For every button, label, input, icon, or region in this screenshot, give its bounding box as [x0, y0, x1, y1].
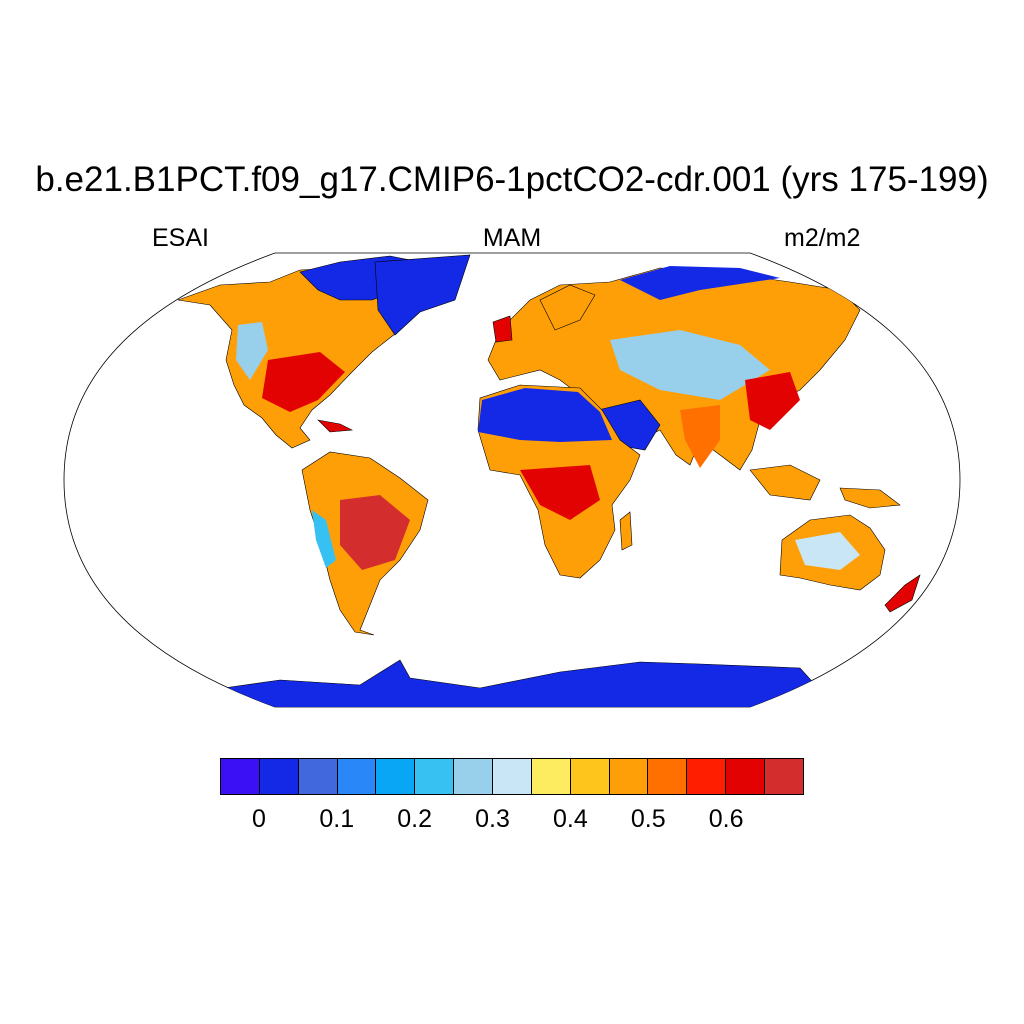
british-isles	[492, 315, 513, 343]
scandinavia	[539, 284, 596, 331]
colorbar-swatch	[221, 759, 260, 794]
north-america-west-low	[236, 322, 268, 380]
new-guinea	[839, 487, 901, 509]
colorbar-tick-label: 0.5	[630, 805, 666, 833]
variable-label: ESAI	[152, 224, 209, 252]
colorbar-swatch	[454, 759, 494, 794]
central-asia-low	[610, 330, 770, 400]
colorbar-swatch	[259, 759, 299, 794]
colorbar-tick-label: 0.1	[319, 805, 355, 833]
antarctica	[179, 659, 841, 707]
sumatra-borneo	[749, 464, 821, 501]
colorbar-tick-label: 0	[251, 805, 266, 833]
colorbar-swatch	[609, 759, 649, 794]
colorbar-tick-label: 0.6	[708, 805, 744, 833]
colorbar-tick-label: 0.2	[397, 805, 433, 833]
north-america-east-high	[262, 352, 345, 412]
greenland	[374, 254, 471, 336]
colorbar	[220, 758, 804, 795]
colorbar-swatch	[648, 759, 688, 794]
colorbar-tick-label: 0.3	[475, 805, 510, 833]
central-africa-high	[520, 465, 600, 520]
caribbean-islands	[317, 419, 354, 433]
south-america-high	[340, 495, 410, 570]
australia-interior-low	[795, 532, 860, 570]
colorbar-swatch	[687, 759, 727, 794]
map-title: b.e21.B1PCT.f09_g17.CMIP6-1pctCO2-cdr.00…	[35, 160, 989, 199]
colorbar-swatch	[376, 759, 416, 794]
colorbar-swatch	[765, 759, 803, 794]
colorbar-swatch	[337, 759, 377, 794]
siberia-ice	[620, 266, 780, 300]
madagascar	[619, 511, 633, 551]
india	[680, 405, 720, 468]
colorbar-swatch	[298, 759, 338, 794]
andes-low	[312, 510, 336, 568]
colorbar-swatch	[570, 759, 610, 794]
season-label: MAM	[482, 224, 542, 252]
units-label: m2/m2	[784, 224, 861, 252]
sahara	[478, 388, 612, 442]
colorbar-swatch	[726, 759, 766, 794]
colorbar-swatch	[531, 759, 571, 794]
east-asia-high	[745, 372, 800, 430]
colorbar-swatch	[493, 759, 532, 794]
colorbar-swatch	[415, 759, 455, 794]
new-zealand	[884, 574, 921, 613]
colorbar-tick-label: 0.4	[553, 805, 588, 833]
